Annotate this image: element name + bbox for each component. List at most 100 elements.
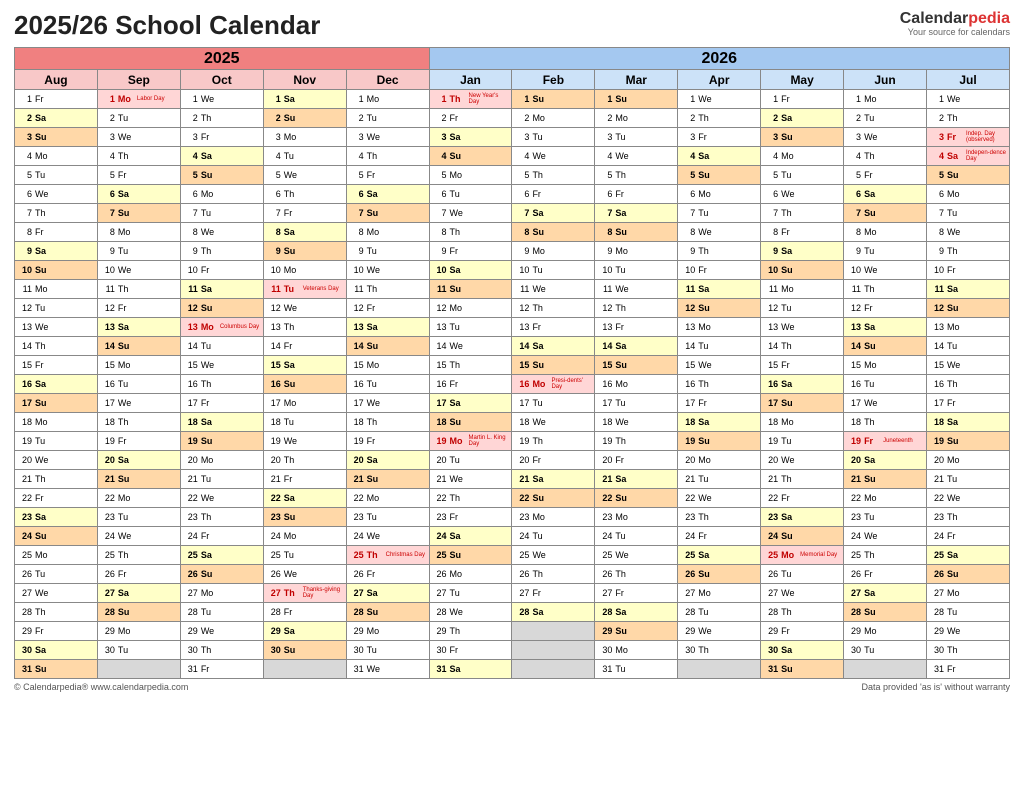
day-number: 5 bbox=[18, 170, 32, 180]
day-cell: 19We bbox=[263, 432, 346, 451]
day-cell: 23Tu bbox=[844, 508, 927, 527]
day-of-week: Th bbox=[698, 246, 714, 256]
day-of-week: We bbox=[35, 322, 51, 332]
day-number: 3 bbox=[350, 132, 364, 142]
day-number: 4 bbox=[433, 151, 447, 161]
day-cell: 6Mo bbox=[678, 185, 761, 204]
day-number: 24 bbox=[184, 531, 198, 541]
day-cell: 15Mo bbox=[844, 356, 927, 375]
day-of-week: Fr bbox=[35, 360, 51, 370]
holiday-note: Labor Day bbox=[137, 96, 177, 102]
day-cell: 12Tu bbox=[761, 299, 844, 318]
day-number: 19 bbox=[847, 436, 861, 446]
day-of-week: Tu bbox=[118, 512, 134, 522]
day-of-week: Fr bbox=[201, 265, 217, 275]
day-of-week: Th bbox=[284, 455, 300, 465]
day-cell: 19Su bbox=[678, 432, 761, 451]
day-of-week: Th bbox=[947, 379, 963, 389]
day-cell: 16Sa bbox=[761, 375, 844, 394]
day-of-week: Sa bbox=[698, 550, 714, 560]
day-number: 6 bbox=[764, 189, 778, 199]
day-of-week: Th bbox=[532, 170, 548, 180]
day-cell: 10Fr bbox=[678, 261, 761, 280]
day-cell: 5Su bbox=[926, 166, 1009, 185]
day-of-week: Su bbox=[781, 132, 797, 142]
day-of-week: Mo bbox=[864, 360, 880, 370]
day-of-week: Su bbox=[201, 303, 217, 313]
day-number: 14 bbox=[433, 341, 447, 351]
day-cell: 21Tu bbox=[678, 470, 761, 489]
day-number: 16 bbox=[681, 379, 695, 389]
day-of-week: Mo bbox=[698, 588, 714, 598]
day-cell: 12Th bbox=[512, 299, 595, 318]
day-of-week: Mo bbox=[450, 436, 466, 446]
day-number: 1 bbox=[515, 94, 529, 104]
day-cell: 7Tu bbox=[678, 204, 761, 223]
day-of-week: Mo bbox=[532, 379, 548, 389]
day-cell: 3FrIndep. Day (observed) bbox=[926, 128, 1009, 147]
day-of-week: Th bbox=[450, 626, 466, 636]
day-of-week: Tu bbox=[781, 436, 797, 446]
day-of-week: We bbox=[864, 531, 880, 541]
day-number: 2 bbox=[681, 113, 695, 123]
day-cell: 16Sa bbox=[15, 375, 98, 394]
day-number: 31 bbox=[350, 664, 364, 674]
day-of-week: Fr bbox=[615, 189, 631, 199]
day-of-week: Th bbox=[532, 436, 548, 446]
day-cell: 26Fr bbox=[844, 565, 927, 584]
day-cell: 11Sa bbox=[180, 280, 263, 299]
footer-left: © Calendarpedia® www.calendarpedia.com bbox=[14, 682, 188, 692]
day-number: 28 bbox=[350, 607, 364, 617]
day-of-week: Tu bbox=[35, 303, 51, 313]
day-cell: 5Th bbox=[512, 166, 595, 185]
day-cell: 11We bbox=[512, 280, 595, 299]
day-number: 19 bbox=[267, 436, 281, 446]
day-number: 15 bbox=[433, 360, 447, 370]
day-of-week: Th bbox=[864, 417, 880, 427]
day-of-week: Mo bbox=[284, 265, 300, 275]
day-of-week: Mo bbox=[615, 379, 631, 389]
day-of-week: We bbox=[118, 398, 134, 408]
day-of-week: Sa bbox=[947, 417, 963, 427]
day-number: 23 bbox=[598, 512, 612, 522]
day-cell: 21Su bbox=[844, 470, 927, 489]
footer-right: Data provided 'as is' without warranty bbox=[861, 682, 1010, 692]
day-number: 25 bbox=[598, 550, 612, 560]
day-cell: 3Tu bbox=[595, 128, 678, 147]
day-number: 12 bbox=[101, 303, 115, 313]
day-of-week: Mo bbox=[201, 455, 217, 465]
day-number: 18 bbox=[101, 417, 115, 427]
day-number: 6 bbox=[847, 189, 861, 199]
day-cell: 15Th bbox=[429, 356, 512, 375]
day-number: 23 bbox=[515, 512, 529, 522]
day-number: 10 bbox=[350, 265, 364, 275]
day-of-week: Mo bbox=[367, 360, 383, 370]
day-cell: 9Mo bbox=[595, 242, 678, 261]
day-number: 20 bbox=[350, 455, 364, 465]
day-of-week: Fr bbox=[781, 227, 797, 237]
day-of-week: Tu bbox=[367, 512, 383, 522]
day-of-week: We bbox=[781, 455, 797, 465]
day-cell: 14Tu bbox=[180, 337, 263, 356]
day-cell: 8Su bbox=[512, 223, 595, 242]
day-cell: 26Mo bbox=[429, 565, 512, 584]
day-number: 25 bbox=[764, 550, 778, 560]
day-cell: 5Mo bbox=[429, 166, 512, 185]
day-number: 1 bbox=[598, 94, 612, 104]
day-of-week: Sa bbox=[781, 379, 797, 389]
page-title: 2025/26 School Calendar bbox=[14, 10, 320, 41]
day-cell: 13Fr bbox=[512, 318, 595, 337]
day-of-week: Tu bbox=[781, 303, 797, 313]
day-cell: 3We bbox=[346, 128, 429, 147]
day-of-week: Fr bbox=[367, 170, 383, 180]
day-of-week: Sa bbox=[367, 322, 383, 332]
day-number: 13 bbox=[433, 322, 447, 332]
day-number: 8 bbox=[930, 227, 944, 237]
day-number: 25 bbox=[101, 550, 115, 560]
day-of-week: Mo bbox=[615, 645, 631, 655]
day-of-week: Fr bbox=[201, 664, 217, 674]
day-cell: 4Th bbox=[346, 147, 429, 166]
day-number: 17 bbox=[598, 398, 612, 408]
day-cell: 26Tu bbox=[761, 565, 844, 584]
day-number: 7 bbox=[930, 208, 944, 218]
